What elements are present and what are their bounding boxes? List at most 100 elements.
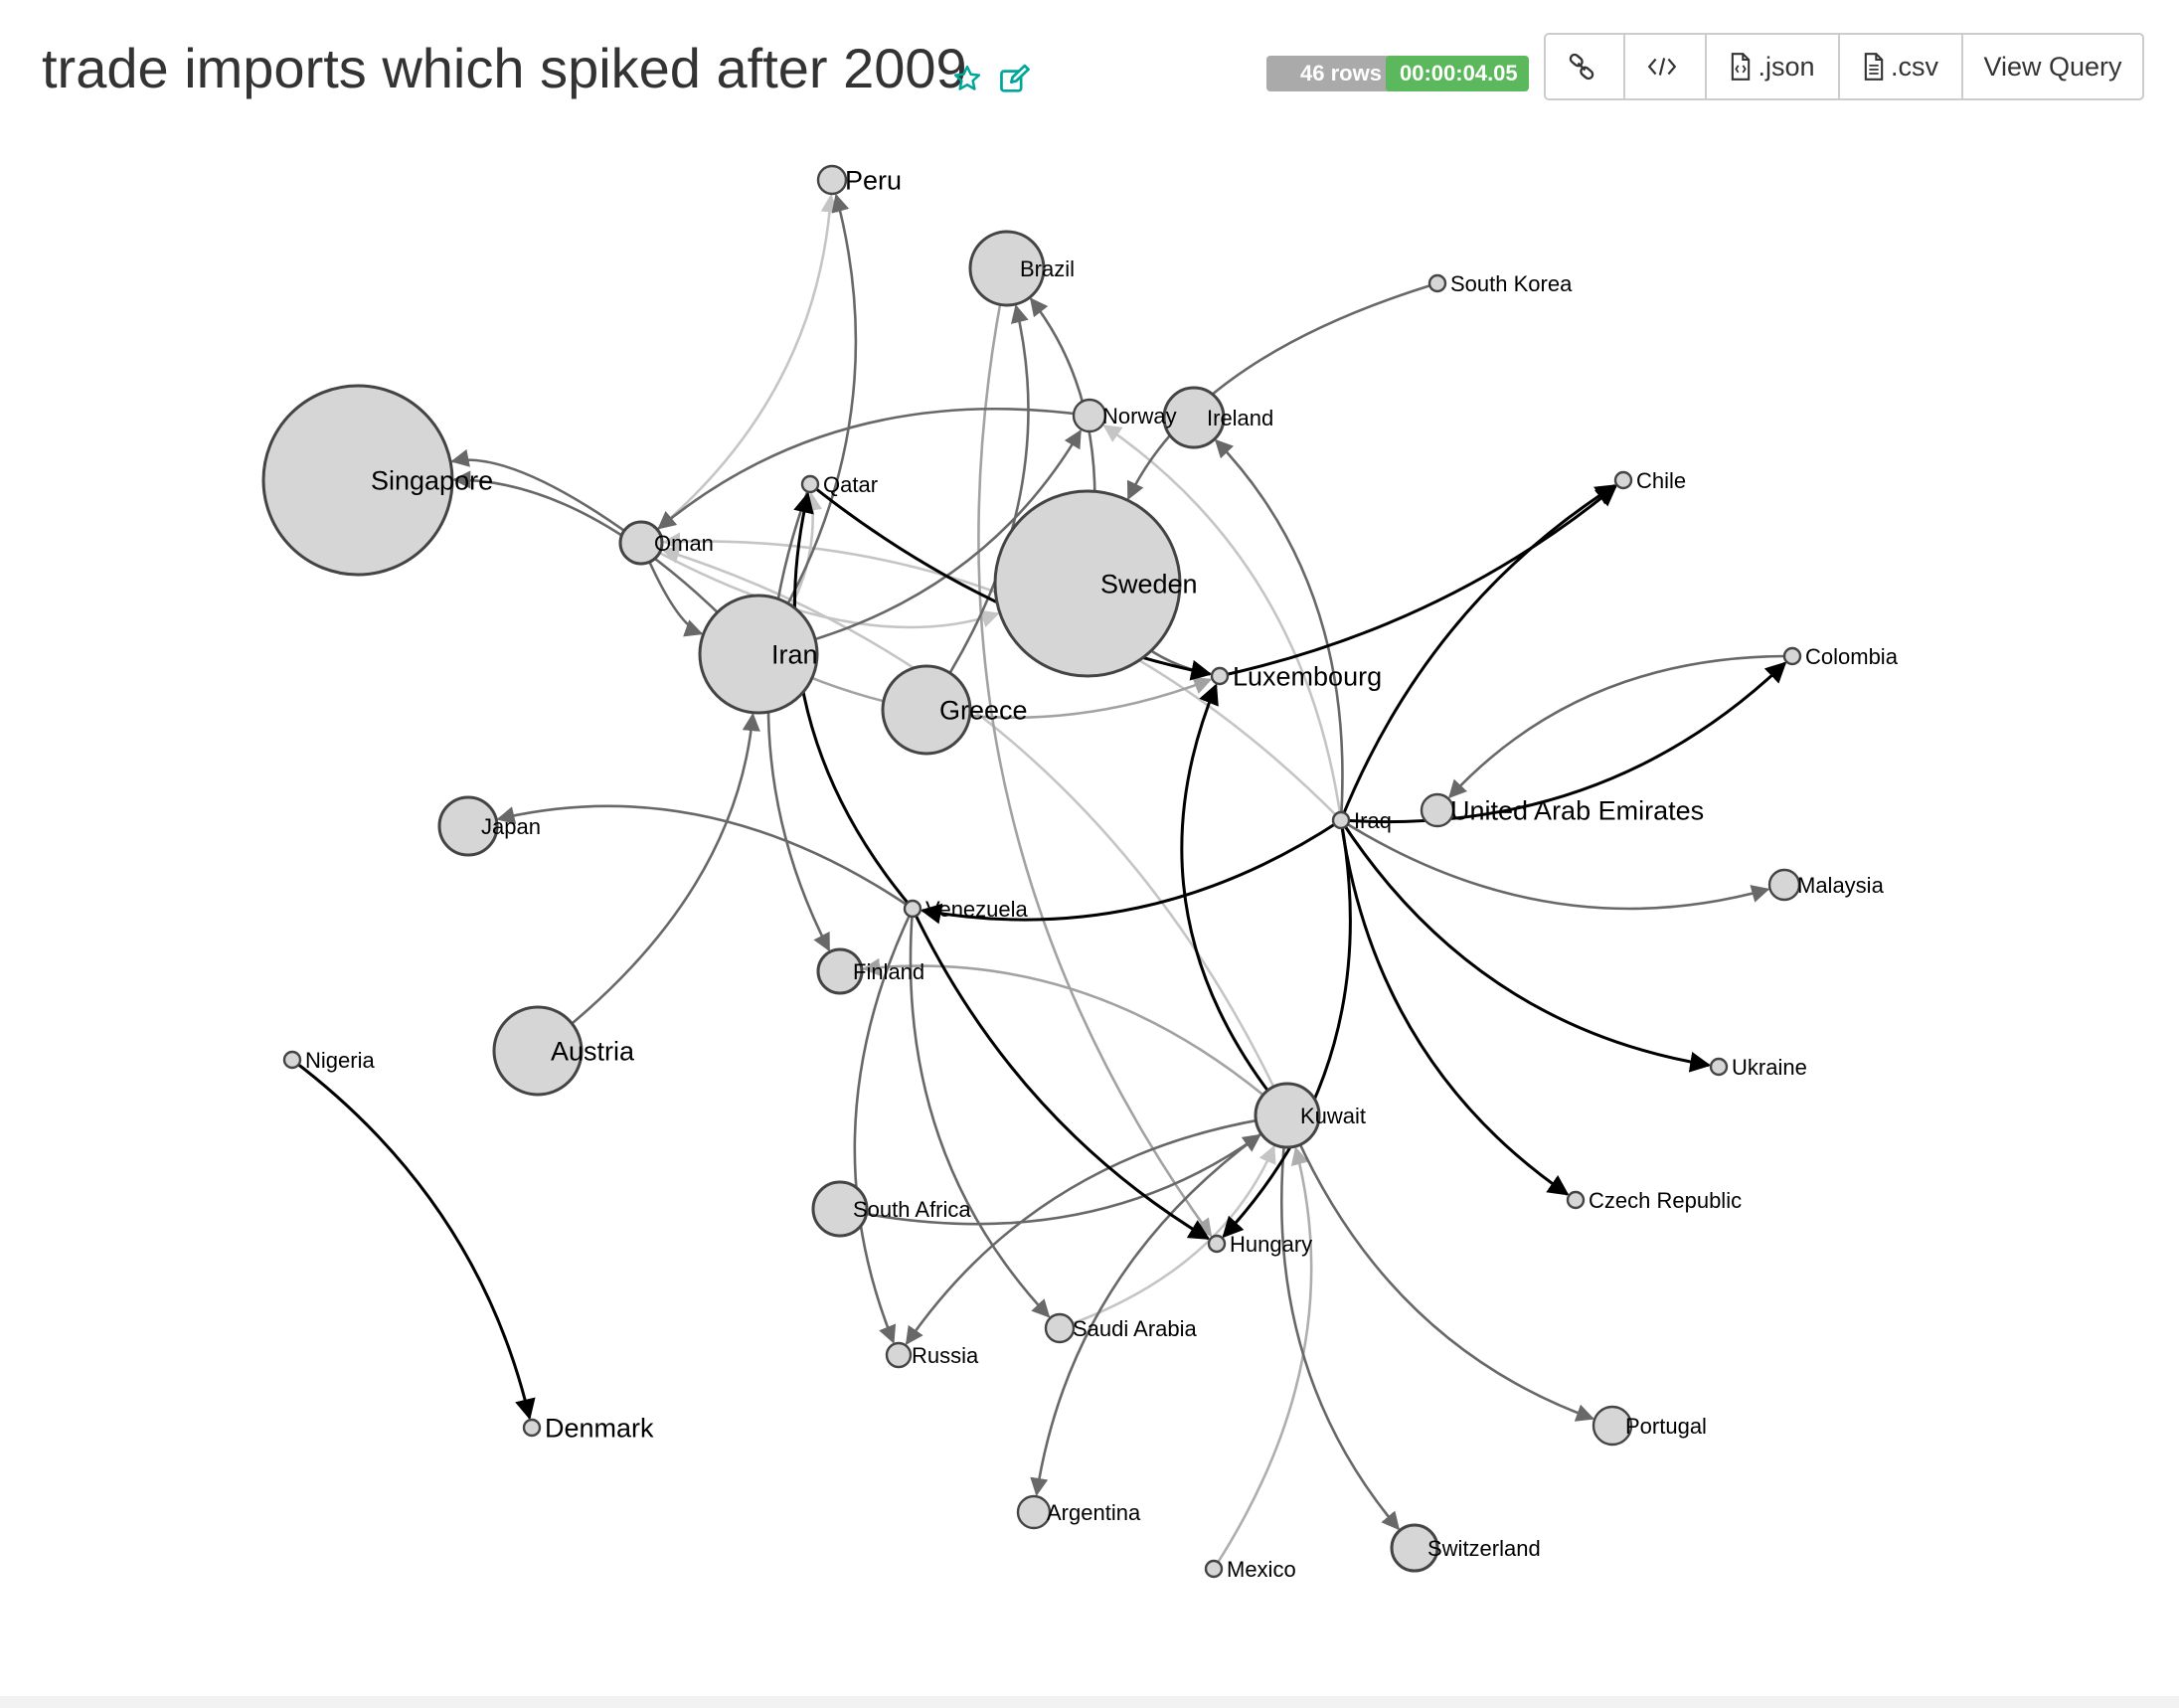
node-ireland[interactable]: [1162, 386, 1226, 449]
node-norway[interactable]: [1072, 398, 1107, 433]
node-label-austria: Austria: [551, 1037, 635, 1067]
node-iraq[interactable]: [1331, 810, 1351, 830]
edge-iraq-to-ukraine: [1339, 819, 1712, 1073]
file-code-icon: [1732, 53, 1751, 81]
node-ukraine[interactable]: [1709, 1057, 1729, 1077]
edge-norway-to-oman: [657, 407, 1090, 530]
csv-button[interactable]: .csv: [1838, 35, 1961, 98]
edge-luxembourg-to-chile: [1219, 485, 1617, 678]
node-japan[interactable]: [437, 795, 499, 857]
node-switzerland[interactable]: [1390, 1523, 1439, 1573]
node-qatar[interactable]: [800, 474, 820, 494]
node-label-peru: Peru: [845, 166, 902, 196]
node-czech-republic[interactable]: [1566, 1190, 1586, 1210]
node-argentina[interactable]: [1016, 1494, 1052, 1530]
edge-greece-to-brazil: [924, 304, 1030, 711]
nodes-layer: [261, 164, 1802, 1579]
node-label-brazil: Brazil: [1020, 256, 1075, 281]
edge-kuwait-to-luxembourg: [1180, 683, 1289, 1116]
node-malaysia[interactable]: [1767, 868, 1801, 902]
edge-iraq-to-hungary: [1222, 819, 1352, 1239]
node-label-czech-republic: Czech Republic: [1589, 1188, 1742, 1213]
edge-oman-to-singapore: [450, 448, 642, 545]
node-label-russia: Russia: [912, 1343, 979, 1368]
node-label-singapore: Singapore: [371, 466, 493, 496]
network-graph: Singapore Sweden Iran Greece Austria Brazil Ku…: [261, 164, 1899, 1582]
node-saudi-arabia[interactable]: [1044, 1312, 1076, 1344]
node-portugal[interactable]: [1592, 1405, 1633, 1447]
node-label-luxembourg: Luxembourg: [1233, 662, 1382, 692]
edge-iraq-to-malaysia: [1340, 818, 1770, 911]
json-button-label: .json: [1758, 51, 1815, 82]
node-label-mexico: Mexico: [1227, 1557, 1296, 1582]
file-text-icon: [1864, 53, 1884, 81]
node-mexico[interactable]: [1204, 1559, 1224, 1579]
node-kuwait[interactable]: [1254, 1082, 1321, 1149]
node-hungary[interactable]: [1207, 1234, 1227, 1254]
edge-qatar-to-finland: [766, 483, 831, 952]
link-button[interactable]: [1546, 35, 1623, 98]
node-austria[interactable]: [492, 1005, 584, 1097]
node-oman[interactable]: [618, 520, 664, 566]
edge-venezuela-to-saudi-arabia: [909, 908, 1051, 1318]
node-brazil[interactable]: [968, 230, 1046, 307]
node-chile[interactable]: [1613, 470, 1633, 490]
node-finland[interactable]: [816, 947, 864, 995]
csv-button-label: .csv: [1890, 51, 1938, 82]
node-label-malaysia: Malaysia: [1797, 873, 1885, 898]
node-label-sweden: Sweden: [1100, 570, 1198, 599]
toolbar: .json .csv View Query: [1544, 33, 2144, 100]
node-venezuela[interactable]: [903, 899, 922, 919]
edge-iran-to-singapore: [452, 470, 759, 655]
node-greece[interactable]: [881, 664, 972, 756]
edge-mexico-to-kuwait: [1212, 1146, 1313, 1570]
node-label-ukraine: Ukraine: [1732, 1055, 1807, 1080]
edge-iraq-to-czech-republic: [1339, 819, 1570, 1196]
star-outline-icon[interactable]: [952, 64, 982, 98]
link-icon: [1569, 53, 1594, 81]
page-header: trade imports which spiked after 2009 46…: [0, 0, 2179, 139]
edge-iran-to-peru: [756, 193, 858, 655]
edge-kuwait-to-oman: [661, 546, 1289, 1116]
edge-brazil-to-hungary: [977, 267, 1213, 1238]
node-label-oman: Oman: [654, 531, 714, 556]
node-iran[interactable]: [698, 594, 819, 715]
edge-nigeria-to-denmark: [291, 1058, 536, 1421]
edge-venezuela-to-japan: [496, 804, 914, 911]
node-peru[interactable]: [816, 164, 848, 196]
node-label-kuwait: Kuwait: [1300, 1104, 1366, 1128]
node-label-united-arab-emirates: United Arab Emirates: [1450, 796, 1704, 826]
embed-code-button[interactable]: [1623, 35, 1705, 98]
node-label-saudi-arabia: Saudi Arabia: [1073, 1316, 1198, 1341]
edge-kuwait-to-switzerland: [1279, 1114, 1401, 1531]
node-luxembourg[interactable]: [1210, 666, 1230, 686]
edge-iran-to-luxembourg: [757, 652, 1213, 719]
edge-oman-to-peru: [640, 194, 839, 545]
json-button[interactable]: .json: [1705, 35, 1838, 98]
node-south-korea[interactable]: [1427, 273, 1447, 293]
node-nigeria[interactable]: [282, 1050, 302, 1070]
edge-oman-to-sweden: [640, 541, 1000, 629]
node-colombia[interactable]: [1782, 646, 1802, 666]
node-label-iran: Iran: [771, 640, 818, 670]
edge-south-africa-to-kuwait: [839, 1133, 1261, 1226]
node-united-arab-emirates[interactable]: [1420, 792, 1455, 828]
view-query-button[interactable]: View Query: [1961, 35, 2142, 98]
edge-colombia-to-united-arab-emirates: [1447, 654, 1793, 799]
node-label-nigeria: Nigeria: [305, 1048, 375, 1073]
page-title: trade imports which spiked after 2009: [42, 37, 967, 99]
node-sweden[interactable]: [993, 489, 1182, 678]
code-icon: [1647, 58, 1677, 76]
edit-pencil-icon[interactable]: [999, 64, 1031, 98]
node-singapore[interactable]: [261, 384, 454, 577]
node-south-africa[interactable]: [811, 1180, 869, 1238]
node-label-norway: Norway: [1102, 404, 1177, 428]
node-label-colombia: Colombia: [1805, 644, 1899, 669]
footer-bar: [0, 1696, 2179, 1708]
node-russia[interactable]: [885, 1341, 913, 1369]
edge-venezuela-to-qatar: [793, 491, 915, 910]
node-denmark[interactable]: [522, 1418, 542, 1438]
edge-south-korea-to-sweden: [1126, 281, 1438, 500]
edge-kuwait-to-russia: [905, 1113, 1288, 1345]
view-query-button-label: View Query: [1983, 51, 2122, 82]
